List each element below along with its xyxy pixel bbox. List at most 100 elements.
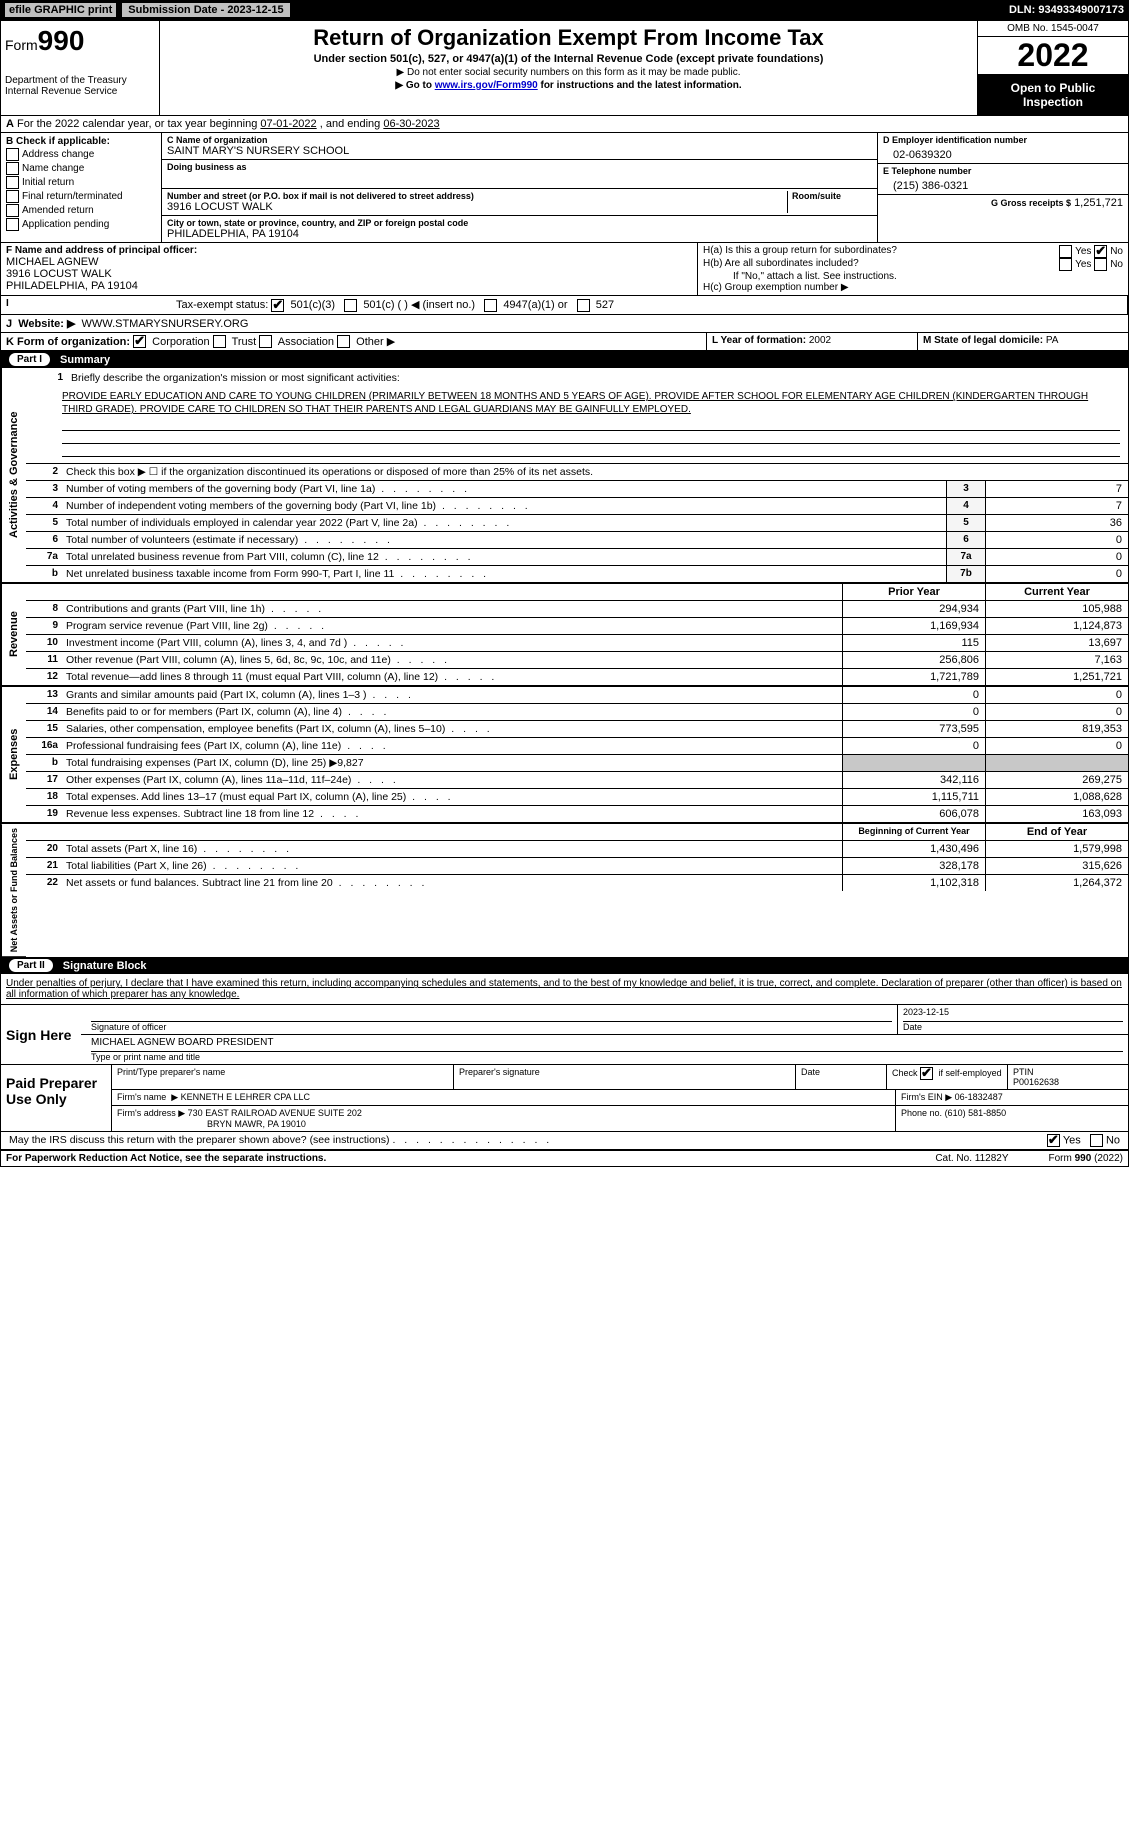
- form-number: 990: [38, 25, 85, 56]
- year-formation: 2002: [809, 335, 831, 346]
- hb-yes[interactable]: [1059, 258, 1072, 271]
- officer-printed-name: MICHAEL AGNEW BOARD PRESIDENT: [91, 1037, 1123, 1052]
- dln: DLN: 93493349007173: [1009, 4, 1124, 16]
- col-f-officer: F Name and address of principal officer:…: [1, 243, 698, 295]
- sig-officer-label: Signature of officer: [91, 1022, 892, 1032]
- dept-treasury: Department of the Treasury: [5, 75, 155, 86]
- prior-value: [842, 755, 985, 771]
- col-h-group: H(a) Is this a group return for subordin…: [698, 243, 1128, 295]
- rev-line-10: 10 Investment income (Part VIII, column …: [26, 635, 1128, 652]
- begin-value: 328,178: [842, 858, 985, 874]
- row-bcde: B Check if applicable: Address change Na…: [1, 133, 1128, 243]
- check-501c[interactable]: [344, 299, 357, 312]
- phone-value: (215) 386-0321: [883, 180, 1123, 192]
- ein-value: 02-0639320: [883, 149, 1123, 161]
- prep-date-label: Date: [801, 1067, 881, 1077]
- check-final-return[interactable]: Final return/terminated: [6, 190, 156, 203]
- check-527[interactable]: [577, 299, 590, 312]
- rev-line-12: 12 Total revenue—add lines 8 through 11 …: [26, 669, 1128, 686]
- g-gross-label: G Gross receipts $: [991, 198, 1071, 208]
- may-discuss-row: May the IRS discuss this return with the…: [1, 1132, 1128, 1151]
- form-label: Form: [5, 37, 38, 53]
- line-box: 3: [946, 481, 985, 497]
- prep-sig-label: Preparer's signature: [459, 1067, 790, 1077]
- line1-label: Briefly describe the organization's miss…: [67, 370, 1123, 386]
- form-990: Form990 Department of the Treasury Inter…: [0, 20, 1129, 1167]
- check-self-employed[interactable]: [920, 1067, 933, 1080]
- discuss-no[interactable]: [1090, 1134, 1103, 1147]
- part1-header: Part I Summary: [1, 351, 1128, 368]
- website-value: WWW.STMARYSNURSERY.ORG: [82, 318, 249, 330]
- current-value: 105,988: [985, 601, 1128, 617]
- revenue-section: Revenue Prior Year Current Year 8 Contri…: [1, 583, 1128, 686]
- check-name-change[interactable]: Name change: [6, 162, 156, 175]
- irs-link[interactable]: www.irs.gov/Form990: [435, 80, 538, 91]
- firm-name: KENNETH E LEHRER CPA LLC: [181, 1092, 310, 1102]
- check-trust[interactable]: [213, 335, 226, 348]
- check-501c3[interactable]: [271, 299, 284, 312]
- ag-line-7b: b Net unrelated business taxable income …: [26, 566, 1128, 583]
- officer-addr2: PHILADELPHIA, PA 19104: [6, 280, 692, 292]
- check-4947[interactable]: [484, 299, 497, 312]
- ptin-value: P00162638: [1013, 1077, 1123, 1087]
- line-text: Investment income (Part VIII, column (A)…: [62, 635, 842, 651]
- discuss-yes[interactable]: [1047, 1134, 1060, 1147]
- exp-line-19: 19 Revenue less expenses. Subtract line …: [26, 806, 1128, 823]
- line-text: Total revenue—add lines 8 through 11 (mu…: [62, 669, 842, 685]
- line-text: Net unrelated business taxable income fr…: [62, 566, 946, 582]
- instructions-note: ▶ Go to www.irs.gov/Form990 for instruct…: [170, 80, 967, 91]
- line-text: Grants and similar amounts paid (Part IX…: [62, 687, 842, 703]
- activities-governance-section: Activities & Governance 1 Briefly descri…: [1, 368, 1128, 583]
- current-value: 7,163: [985, 652, 1128, 668]
- check-amended-return[interactable]: Amended return: [6, 204, 156, 217]
- ag-line-6: 6 Total number of volunteers (estimate i…: [26, 532, 1128, 549]
- line-text: Total fundraising expenses (Part IX, col…: [62, 755, 842, 771]
- na-line-20: 20 Total assets (Part X, line 16) . . . …: [26, 841, 1128, 858]
- mission-text: PROVIDE EARLY EDUCATION AND CARE TO YOUN…: [26, 388, 1128, 418]
- mission-blank3: [62, 444, 1120, 457]
- check-application-pending[interactable]: Application pending: [6, 218, 156, 231]
- check-address-change[interactable]: Address change: [6, 148, 156, 161]
- k-label: K Form of organization:: [6, 336, 130, 348]
- check-corp[interactable]: [133, 335, 146, 348]
- prior-value: 1,115,711: [842, 789, 985, 805]
- paid-prep-label: Paid Preparer Use Only: [1, 1065, 111, 1131]
- may-discuss-text: May the IRS discuss this return with the…: [9, 1134, 390, 1146]
- cat-number: Cat. No. 11282Y: [935, 1153, 1008, 1164]
- part2-title: Signature Block: [63, 960, 147, 972]
- line-text: Total number of individuals employed in …: [62, 515, 946, 531]
- line-value: 0: [985, 549, 1128, 565]
- hb-no[interactable]: [1094, 258, 1107, 271]
- sidelabel-exp: Expenses: [1, 687, 26, 823]
- prep-name-label: Print/Type preparer's name: [117, 1067, 448, 1077]
- na-line-21: 21 Total liabilities (Part X, line 26) .…: [26, 858, 1128, 875]
- header-right: OMB No. 1545-0047 2022 Open to Public In…: [977, 21, 1128, 115]
- rev-line-11: 11 Other revenue (Part VIII, column (A),…: [26, 652, 1128, 669]
- line-text: Number of independent voting members of …: [62, 498, 946, 514]
- col-begin-year: Beginning of Current Year: [842, 824, 985, 840]
- date-label: Date: [903, 1022, 1123, 1032]
- paid-preparer-block: Paid Preparer Use Only Print/Type prepar…: [1, 1065, 1128, 1132]
- end-value: 1,264,372: [985, 875, 1128, 891]
- line-text: Total unrelated business revenue from Pa…: [62, 549, 946, 565]
- exp-line-14: 14 Benefits paid to or for members (Part…: [26, 704, 1128, 721]
- line-text: Contributions and grants (Part VIII, lin…: [62, 601, 842, 617]
- line-value: 7: [985, 481, 1128, 497]
- check-other[interactable]: [337, 335, 350, 348]
- sidelabel-ag: Activities & Governance: [1, 368, 26, 583]
- line-box: 4: [946, 498, 985, 514]
- check-initial-return[interactable]: Initial return: [6, 176, 156, 189]
- omb-number: OMB No. 1545-0047: [978, 21, 1128, 37]
- firm-ein: 06-1832487: [955, 1092, 1003, 1102]
- ha-yes[interactable]: [1059, 245, 1072, 258]
- check-assoc[interactable]: [259, 335, 272, 348]
- header-mid: Return of Organization Exempt From Incom…: [160, 21, 977, 115]
- penalties-text: Under penalties of perjury, I declare th…: [1, 974, 1128, 1005]
- row-i-status: I Tax-exempt status: 501(c)(3) 501(c) ( …: [1, 296, 1128, 315]
- ag-line-5: 5 Total number of individuals employed i…: [26, 515, 1128, 532]
- line-text: Number of voting members of the governin…: [62, 481, 946, 497]
- line-value: 7: [985, 498, 1128, 514]
- ha-no[interactable]: [1094, 245, 1107, 258]
- submission-date[interactable]: Submission Date - 2023-12-15: [121, 2, 290, 18]
- c-name-label: C Name of organization: [167, 135, 872, 145]
